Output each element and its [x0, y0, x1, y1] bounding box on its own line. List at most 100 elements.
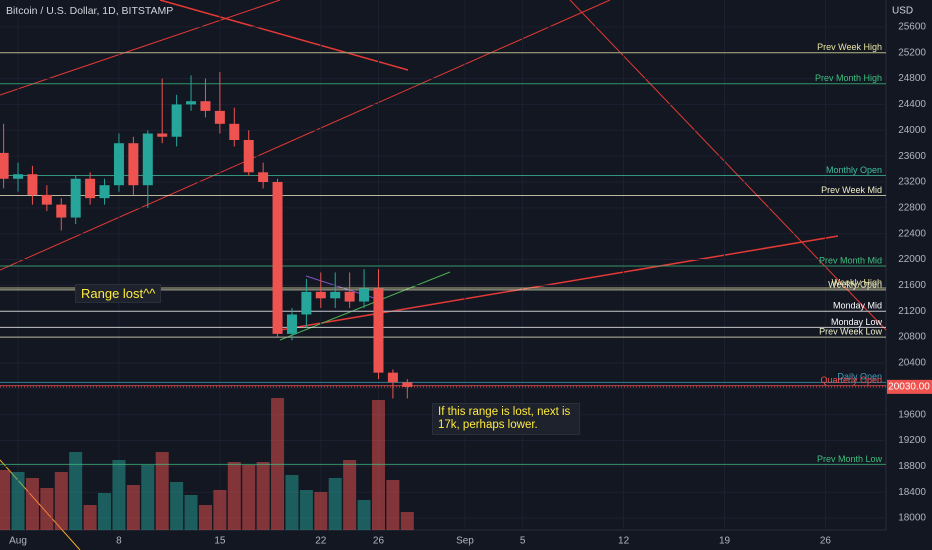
candle-body	[56, 204, 67, 218]
volume-bar	[69, 452, 83, 530]
y-tick-label: 25200	[898, 47, 926, 58]
level-label: Quarterly Open	[820, 375, 882, 385]
y-tick-label: 22000	[898, 254, 926, 265]
candle-body	[315, 291, 326, 299]
x-tick-label: 12	[618, 536, 630, 547]
volume-bar	[170, 482, 184, 530]
level-label: Prev Week High	[817, 42, 882, 52]
candle-body	[70, 178, 81, 218]
volume-bar	[112, 460, 126, 530]
volume-bar	[299, 490, 313, 530]
chart-title: Bitcoin / U.S. Dollar, 1D, BITSTAMP	[6, 5, 173, 17]
candle-body	[330, 291, 341, 299]
y-tick-label: 21200	[898, 306, 926, 317]
y-tick-label: 20400	[898, 358, 926, 369]
candle-body	[387, 372, 398, 383]
level-label: Prev Month Mid	[819, 255, 882, 265]
trend-line	[0, 0, 281, 96]
x-tick-label: 5	[520, 536, 526, 547]
level-label: Monthly Open	[826, 165, 882, 175]
y-tick-label: 25600	[898, 22, 926, 33]
volume-bar	[371, 400, 385, 530]
volume-bar	[314, 492, 328, 530]
y-tick-label: 22400	[898, 228, 926, 239]
candle-body	[128, 143, 139, 186]
volume-bar	[126, 485, 140, 530]
candle-body	[258, 172, 269, 182]
candle-body	[113, 143, 124, 186]
volume-bar	[54, 472, 68, 530]
level-label: Weekly High	[832, 277, 882, 287]
volume-bar	[386, 480, 400, 530]
y-tick-label: 21600	[898, 280, 926, 291]
level-label: Prev Month Low	[817, 454, 883, 464]
candle-body	[85, 178, 96, 199]
volume-bar	[400, 512, 414, 530]
annotation: Range lost^^	[75, 284, 162, 303]
candle-body	[186, 101, 197, 105]
y-tick-label: 18800	[898, 461, 926, 472]
candle-body	[286, 314, 297, 334]
last-price-label: 20030.00	[888, 381, 930, 392]
x-tick-label: Sep	[456, 536, 474, 547]
volume-bar	[40, 488, 54, 530]
annotation: If this range is lost, next is 17k, perh…	[432, 403, 580, 435]
x-tick-label: 26	[820, 536, 832, 547]
trend-line	[279, 271, 451, 341]
last-price-box	[887, 379, 932, 394]
volume-bar	[198, 505, 212, 530]
volume-bar	[11, 472, 25, 530]
y-tick-label: 18000	[898, 513, 926, 524]
y-tick-label: 24000	[898, 125, 926, 136]
level-label: Monday Mid	[833, 301, 882, 311]
volume-bar	[155, 452, 169, 530]
level-label: Monday Low	[831, 317, 883, 327]
y-tick-label: 24800	[898, 73, 926, 84]
volume-bar	[98, 493, 112, 530]
trend-line	[569, 0, 887, 331]
volume-bar	[213, 490, 227, 530]
volume-bar	[0, 470, 11, 530]
volume-bar	[184, 495, 198, 530]
candle-body	[229, 123, 240, 140]
y-tick-label: 22800	[898, 202, 926, 213]
x-tick-label: 19	[719, 536, 731, 547]
volume-bar	[242, 465, 256, 530]
currency-label: USD	[892, 6, 913, 17]
x-tick-label: 8	[116, 536, 122, 547]
candle-body	[301, 291, 312, 315]
y-tick-label: 20800	[898, 332, 926, 343]
x-tick-label: 26	[373, 536, 385, 547]
y-tick-label: 23200	[898, 177, 926, 188]
candle-body	[157, 133, 168, 137]
candle-body	[243, 139, 254, 173]
y-tick-label: 18400	[898, 487, 926, 498]
candle-body	[99, 185, 110, 199]
volume-bar	[256, 462, 270, 530]
trend-line	[0, 0, 611, 271]
x-tick-label: 22	[315, 536, 327, 547]
y-tick-label: 24400	[898, 99, 926, 110]
level-label: Prev Month High	[815, 73, 882, 83]
volume-bar	[285, 475, 299, 530]
trend-line	[279, 235, 839, 331]
candle-body	[13, 174, 24, 179]
volume-bar	[25, 478, 39, 530]
level-label: Weekly Open	[828, 279, 882, 289]
y-tick-label: 23600	[898, 151, 926, 162]
candle-body	[0, 152, 9, 179]
candle-body	[200, 101, 211, 111]
candle-body	[373, 288, 384, 373]
y-tick-label: 19200	[898, 435, 926, 446]
candle-body	[171, 104, 182, 137]
volume-bar	[227, 462, 241, 530]
volume-bar	[83, 505, 97, 530]
trend-line	[159, 0, 409, 71]
candle-body	[359, 288, 370, 302]
volume-bar	[343, 460, 357, 530]
level-label: Daily Open	[837, 372, 882, 382]
x-tick-label: Aug	[9, 536, 27, 547]
